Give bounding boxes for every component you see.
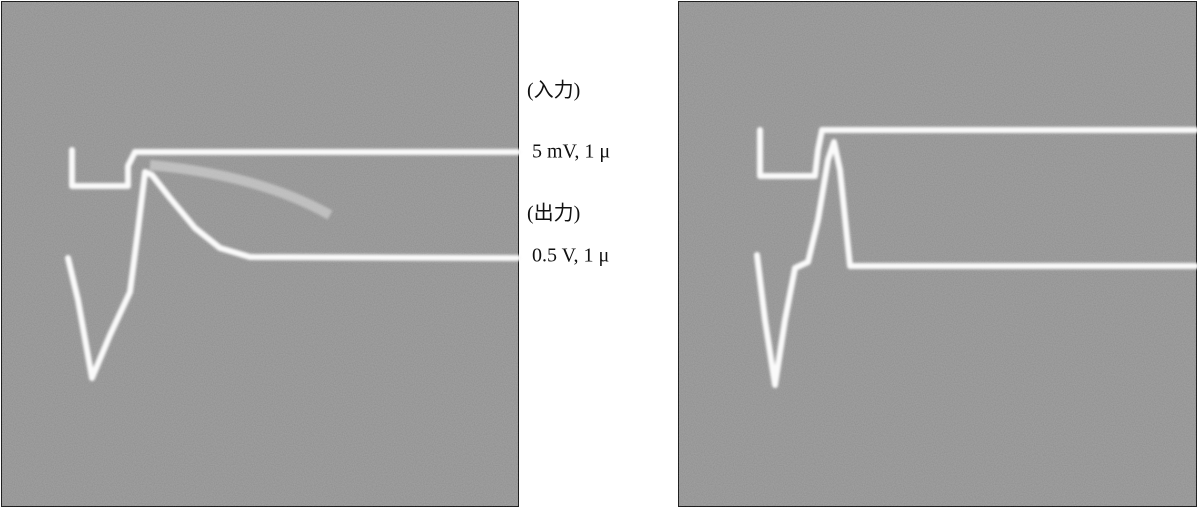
page: (入力) 5 mV, 1 μ (出力) 0.5 V, 1 μ (() => { … [0, 0, 1199, 508]
scope-right [678, 1, 1197, 507]
scope-left [1, 1, 519, 507]
output-scale: 0.5 V, 1 μ [532, 245, 609, 267]
input-scale: 5 mV, 1 μ [532, 141, 610, 163]
input-title: (入力) [527, 79, 580, 102]
output-title: (出力) [527, 202, 580, 225]
figure: (入力) 5 mV, 1 μ (出力) 0.5 V, 1 μ [0, 0, 1199, 508]
